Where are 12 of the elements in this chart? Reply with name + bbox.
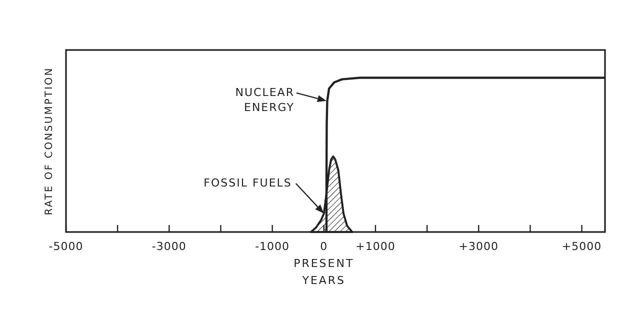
annotation: NUCLEAR ENERGY <box>235 86 294 114</box>
x-axis-title: YEARS <box>301 274 346 287</box>
x-tick-label: -1000 <box>255 240 290 253</box>
x-tick-label: +1000 <box>356 240 396 253</box>
x-tick-label: +3000 <box>458 240 498 253</box>
x-tick-label: -3000 <box>152 240 186 253</box>
x-tick-label: +5000 <box>562 240 602 253</box>
text: PRESENT <box>294 257 354 270</box>
x-tick-label: 0 <box>320 240 328 253</box>
annotation: FOSSIL FUELS <box>204 176 292 190</box>
y-axis-title: RATE OF CONSUMPTION <box>44 66 55 216</box>
x-tick-label: -5000 <box>48 240 84 253</box>
